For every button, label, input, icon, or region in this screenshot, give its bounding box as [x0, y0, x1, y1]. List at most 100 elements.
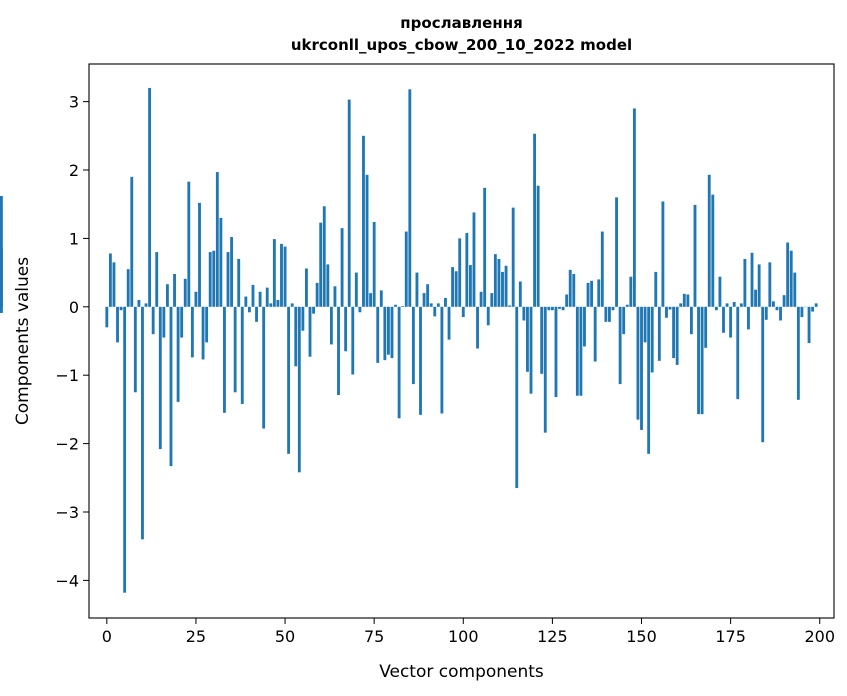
bar — [422, 293, 426, 307]
bar — [247, 306, 251, 313]
x-tick-label: 150 — [626, 627, 657, 646]
bar — [754, 289, 757, 307]
bar — [679, 303, 683, 307]
bar — [472, 212, 476, 307]
bar — [747, 306, 750, 330]
bar — [251, 284, 255, 307]
bar — [615, 197, 618, 307]
bar — [558, 306, 561, 309]
bar — [419, 306, 422, 415]
bar — [600, 231, 604, 307]
bar — [583, 306, 586, 347]
bar — [597, 279, 601, 307]
bar — [233, 306, 237, 393]
bar — [397, 306, 401, 419]
bar — [297, 306, 301, 473]
bar — [672, 306, 676, 359]
bar — [262, 306, 266, 429]
y-axis-label: Components values — [13, 257, 33, 425]
bar — [757, 264, 761, 307]
bar — [800, 306, 804, 318]
bar — [515, 306, 519, 489]
bar — [294, 306, 298, 367]
bar — [436, 303, 440, 307]
x-tick-label: 75 — [364, 627, 384, 646]
bar — [415, 272, 419, 307]
bar — [786, 242, 790, 307]
bar — [369, 293, 373, 307]
bar — [0, 196, 3, 307]
bar — [622, 306, 626, 335]
bar — [590, 280, 594, 307]
bar — [461, 306, 465, 318]
bar — [451, 267, 455, 307]
bar — [686, 294, 690, 307]
bar — [739, 303, 743, 307]
bar — [714, 306, 718, 311]
bar — [426, 284, 430, 307]
bar — [640, 306, 643, 430]
x-axis-label: Vector components — [379, 662, 544, 682]
bar — [501, 271, 504, 307]
bar — [586, 282, 590, 307]
bar — [358, 306, 362, 313]
bar — [116, 306, 119, 343]
bar — [675, 306, 679, 365]
bar — [682, 293, 686, 307]
bar — [447, 306, 451, 340]
bar — [333, 286, 337, 307]
bar — [137, 299, 141, 307]
bar — [511, 207, 515, 307]
bar — [108, 253, 112, 307]
bar — [105, 306, 109, 328]
bar — [162, 306, 166, 338]
bar — [362, 135, 365, 307]
bar — [376, 306, 380, 363]
bar — [276, 299, 280, 307]
bar — [704, 306, 708, 348]
bar — [768, 262, 772, 307]
bar — [593, 306, 597, 362]
bar — [312, 306, 315, 314]
bar — [351, 306, 355, 375]
bar — [133, 306, 137, 393]
bar — [340, 228, 344, 307]
y-tick-label: 1 — [69, 229, 79, 248]
bar — [198, 202, 201, 307]
bar — [155, 252, 159, 307]
bar — [647, 306, 651, 454]
bar — [508, 305, 512, 307]
x-tick-label: 100 — [448, 627, 479, 646]
bar — [697, 306, 700, 415]
bar — [490, 293, 494, 307]
y-tick-label: −1 — [55, 366, 79, 385]
bar — [483, 187, 487, 307]
bar — [661, 201, 665, 307]
bar — [782, 295, 786, 307]
bar — [194, 291, 198, 307]
bar — [244, 296, 248, 307]
bar — [301, 306, 305, 331]
bar — [779, 306, 782, 321]
bar — [761, 306, 765, 443]
bar — [219, 217, 223, 307]
bar — [190, 306, 194, 358]
bar — [579, 306, 583, 396]
bar — [650, 306, 654, 373]
bar — [729, 306, 733, 338]
bar — [187, 181, 191, 307]
bar — [764, 306, 768, 320]
bar — [465, 232, 469, 307]
bar — [689, 306, 693, 335]
chart-subtitle: ukrconll_upos_cbow_200_10_2022 model — [291, 36, 632, 54]
bar — [636, 306, 640, 420]
bar — [329, 306, 333, 345]
bars — [0, 87, 818, 593]
bar — [208, 252, 212, 307]
bar — [725, 303, 729, 307]
bar — [440, 306, 444, 414]
y-tick-label: −2 — [55, 435, 79, 454]
bar — [547, 306, 551, 311]
bar — [789, 250, 793, 307]
